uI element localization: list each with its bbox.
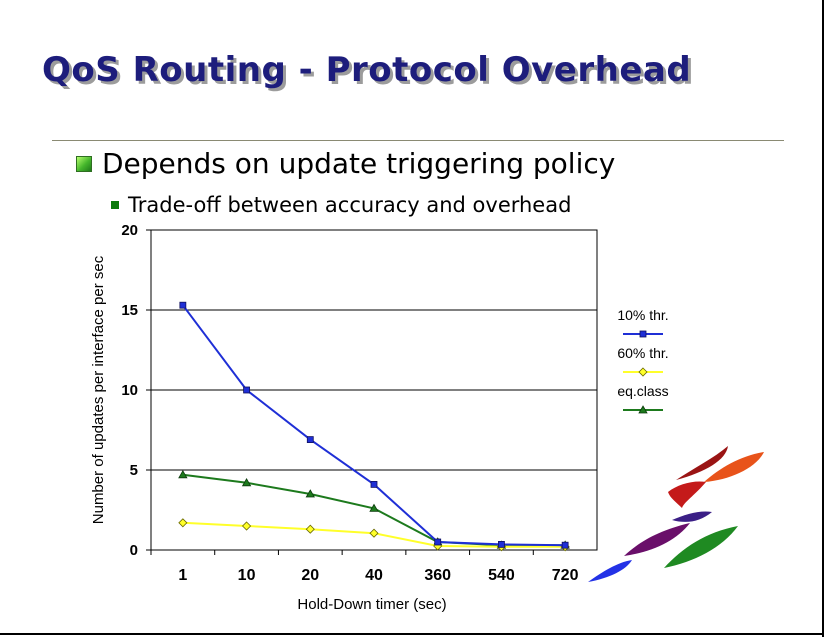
green-square-bullet-icon	[76, 155, 92, 172]
data-point	[306, 436, 314, 444]
data-point	[638, 367, 648, 377]
bullet-level-2: Trade-off between accuracy and overhead	[111, 193, 571, 217]
x-tick-label: 40	[365, 567, 383, 584]
series-triangle	[178, 469, 570, 549]
data-point	[305, 489, 315, 498]
y-tick-label: 20	[121, 222, 138, 239]
data-point	[498, 541, 505, 548]
data-point	[243, 386, 250, 394]
gridlines	[151, 309, 597, 471]
y-tick-label: 15	[121, 302, 138, 319]
y-tick-label: 5	[130, 462, 138, 479]
plot-area	[150, 229, 598, 551]
series-diamond	[178, 518, 570, 552]
small-square-bullet-icon	[111, 201, 119, 209]
y-tick-label: 10	[121, 382, 138, 399]
y-axis-label: Number of updates per interface per sec	[90, 255, 107, 524]
x-axis-ticks: 1 10 20 40 360 540 720	[150, 550, 579, 584]
y-tick-label: 0	[130, 542, 138, 559]
bullet-text: Depends on update triggering policy	[102, 147, 616, 180]
chart-legend: 10% thr. 60% thr. eq.class	[617, 307, 669, 414]
data-series	[178, 301, 570, 552]
bullet-level-1: Depends on update triggering policy	[76, 147, 615, 180]
x-tick-label: 1	[178, 567, 187, 584]
data-point	[496, 540, 507, 549]
legend-label: 10% thr.	[617, 307, 668, 323]
slide-frame-right	[822, 0, 824, 637]
x-axis-label: Hold-Down timer (sec)	[297, 596, 446, 613]
series-line	[182, 521, 566, 548]
data-point	[178, 518, 188, 528]
data-point	[370, 480, 378, 488]
data-point	[433, 537, 443, 546]
x-tick-label: 10	[238, 567, 256, 584]
data-point	[434, 538, 442, 546]
data-point	[433, 541, 443, 551]
y-axis-ticks: 0 5 10 15 20	[121, 222, 151, 559]
data-point	[305, 524, 315, 534]
bullet-text: Trade-off between accuracy and overhead	[128, 193, 572, 217]
abstract-swoosh-logo	[588, 446, 764, 582]
slide-title: QoS Routing - Protocol Overhead	[42, 50, 692, 90]
data-point	[560, 542, 570, 552]
data-point	[369, 528, 379, 538]
data-point	[179, 301, 187, 309]
x-tick-label: 360	[424, 567, 451, 584]
x-tick-label: 20	[301, 567, 319, 584]
slide-frame-bottom	[0, 633, 824, 635]
data-point	[178, 469, 188, 479]
x-tick-label: 540	[488, 567, 515, 584]
title-divider	[52, 140, 784, 141]
x-tick-label: 720	[552, 567, 579, 584]
data-point	[241, 477, 252, 487]
legend-label: 60% thr.	[617, 345, 668, 361]
legend-label: eq.class	[617, 383, 668, 399]
data-point	[561, 541, 569, 549]
series-line	[182, 473, 566, 547]
series-square	[179, 301, 569, 549]
data-point	[369, 503, 379, 512]
data-point	[639, 330, 647, 338]
data-point	[242, 521, 252, 531]
series-line	[182, 304, 566, 547]
data-point	[560, 540, 570, 549]
data-point	[638, 405, 648, 414]
data-point	[496, 542, 506, 552]
